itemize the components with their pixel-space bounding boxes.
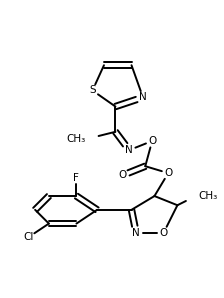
Text: N: N <box>132 228 140 238</box>
Text: O: O <box>148 136 156 146</box>
Text: CH₃: CH₃ <box>198 191 217 201</box>
Text: F: F <box>73 173 79 183</box>
Text: Cl: Cl <box>23 232 33 242</box>
Text: N: N <box>125 145 133 155</box>
Text: O: O <box>159 228 168 238</box>
Text: O: O <box>118 170 127 180</box>
Text: CH₃: CH₃ <box>66 134 86 144</box>
Text: S: S <box>89 86 96 95</box>
Text: O: O <box>164 168 172 178</box>
Text: N: N <box>139 92 147 103</box>
